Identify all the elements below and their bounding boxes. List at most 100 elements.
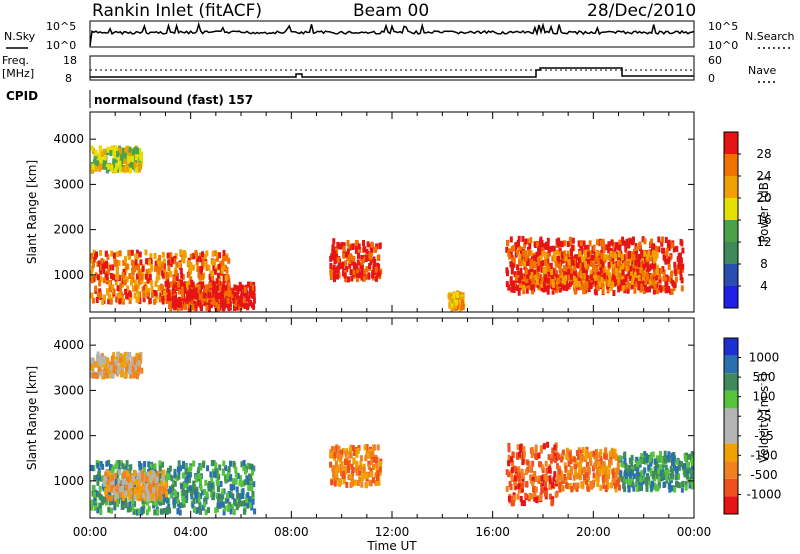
colorbar-swatch	[724, 426, 738, 444]
data-cell-region-0	[176, 508, 180, 515]
data-cell-region-3	[369, 467, 373, 474]
data-cell-region-4	[534, 476, 538, 482]
data-cell-region-1	[176, 305, 180, 312]
data-cell-region-5	[615, 242, 618, 249]
data-cell-region-5	[556, 463, 560, 470]
data-cell-region-5	[599, 239, 603, 246]
data-cell-region-3	[335, 469, 339, 476]
data-cell-region-0	[187, 271, 191, 278]
data-cell-region-5	[643, 238, 647, 245]
data-cell-region-0	[152, 502, 156, 509]
data-cell-region-6	[596, 284, 600, 291]
data-cell-region-6	[666, 468, 670, 475]
data-cell-region-0	[96, 260, 100, 267]
data-cell-region-5	[618, 239, 622, 246]
data-cell-region-3	[368, 479, 372, 486]
data-cell-region-6	[677, 482, 681, 489]
data-cell-region-0	[218, 464, 222, 471]
data-cell-region-6	[597, 275, 601, 282]
data-cell-region-2	[98, 165, 102, 172]
data-cell-region-5	[672, 281, 676, 288]
data-cell-region-1	[198, 301, 202, 308]
data-cell-region-6	[577, 281, 581, 288]
data-cell-region-0	[151, 464, 155, 470]
data-cell-region-5	[675, 245, 679, 252]
data-cell-region-4	[548, 479, 552, 486]
data-cell-region-0	[170, 475, 174, 482]
data-cell-region-5	[531, 268, 535, 275]
data-cell-region-0	[121, 277, 125, 284]
data-cell-region-2	[99, 162, 103, 169]
data-cell-region-4	[507, 442, 511, 449]
data-cell-region-6	[544, 266, 548, 273]
data-cell-region-6	[579, 254, 583, 261]
data-cell-region-6	[684, 481, 688, 488]
data-cell-region-1	[224, 285, 228, 292]
data-cell-region-5	[566, 449, 569, 456]
data-cell-region-5	[536, 241, 539, 248]
data-cell-region-3	[355, 466, 358, 473]
data-cell-region-1	[135, 490, 139, 496]
data-cell-region-1	[119, 486, 123, 493]
data-cell-region-0	[224, 465, 228, 472]
data-cell-region-1	[104, 488, 108, 495]
data-cell-region-0	[166, 277, 170, 284]
data-cell-region-6	[569, 268, 573, 275]
data-cell-region-1	[136, 495, 140, 501]
data-cell-region-1	[243, 286, 247, 293]
data-cell-region-1	[115, 485, 119, 492]
data-cell-region-5	[624, 246, 628, 253]
data-cell-region-5	[666, 243, 670, 250]
data-cell-region-1	[222, 282, 226, 289]
data-cell-region-5	[603, 469, 607, 476]
data-cell-region-6	[535, 279, 539, 285]
data-cell-region-3	[346, 248, 350, 255]
data-cell-region-0	[114, 273, 118, 280]
data-cell-region-1	[162, 488, 166, 495]
data-cell-region-5	[641, 236, 645, 243]
data-cell-region-2	[124, 351, 127, 358]
data-cell-region-1	[250, 284, 254, 291]
data-cell-region-0	[121, 272, 125, 278]
data-cell-region-5	[560, 456, 564, 463]
data-cell-region-0	[173, 468, 177, 475]
colorbar-frame	[723, 337, 739, 515]
data-cell-region-6	[641, 273, 645, 280]
data-cell-region-2	[114, 365, 118, 371]
data-cell-region-6	[657, 476, 661, 483]
data-cell-region-3	[333, 258, 337, 265]
data-cell-region-2	[97, 367, 101, 374]
data-cell-region-6	[640, 250, 644, 257]
data-cell-region-5	[677, 263, 681, 270]
data-cell-region-0	[90, 499, 94, 506]
data-cell-region-5	[662, 275, 666, 282]
data-cell-region-0	[212, 265, 216, 272]
data-cell-region-0	[197, 473, 201, 479]
data-cell-region-4	[520, 486, 524, 493]
y-tick-label: 1000	[53, 474, 84, 488]
y-tick-label: 3000	[53, 383, 84, 397]
data-cell-region-0	[150, 265, 154, 272]
data-cell-region-0	[181, 274, 185, 280]
data-cell-region-0	[205, 491, 209, 498]
data-cell-region-0	[180, 483, 184, 490]
data-cell-region-0	[201, 461, 205, 468]
data-cell-region-5	[672, 246, 676, 253]
data-cell-region-6	[569, 273, 573, 280]
data-cell-region-2	[106, 357, 110, 364]
data-cell-region-5	[599, 484, 603, 491]
data-cell-region-1	[208, 282, 212, 289]
data-cell-region-3	[333, 480, 337, 487]
data-cell-region-1	[153, 489, 157, 496]
data-cell-region-6	[677, 464, 681, 471]
data-cell-region-3	[365, 266, 369, 273]
data-cell-region-6	[627, 252, 631, 259]
data-cell-region-0	[90, 504, 94, 511]
data-cell-region-0	[161, 461, 165, 468]
data-cell-region-5	[667, 276, 671, 283]
data-cell-region-5	[587, 467, 591, 473]
data-cell-region-0	[214, 468, 218, 475]
data-cell-region-4	[521, 459, 525, 466]
data-cell-region-0	[222, 255, 226, 262]
colorbar-tick-label: 16	[756, 213, 771, 227]
